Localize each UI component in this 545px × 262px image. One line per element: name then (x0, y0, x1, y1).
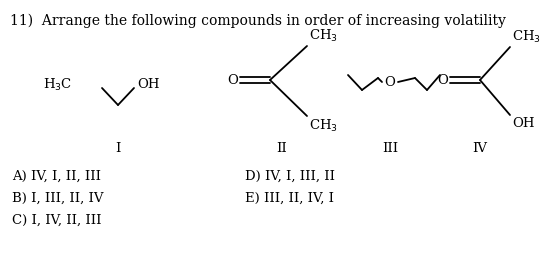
Text: E) III, II, IV, I: E) III, II, IV, I (245, 192, 334, 205)
Text: D) IV, I, III, II: D) IV, I, III, II (245, 170, 335, 183)
Text: CH$_3$: CH$_3$ (309, 118, 338, 134)
Text: O: O (227, 74, 238, 86)
Text: C) I, IV, II, III: C) I, IV, II, III (12, 214, 101, 227)
Text: O: O (437, 74, 448, 86)
Text: CH$_3$: CH$_3$ (512, 29, 541, 45)
Text: B) I, III, II, IV: B) I, III, II, IV (12, 192, 104, 205)
Text: IV: IV (473, 141, 487, 155)
Text: O: O (385, 75, 396, 89)
Text: OH: OH (512, 117, 535, 130)
Text: 11)  Arrange the following compounds in order of increasing volatility: 11) Arrange the following compounds in o… (10, 14, 506, 28)
Text: CH$_3$: CH$_3$ (309, 28, 338, 44)
Text: III: III (382, 141, 398, 155)
Text: II: II (277, 141, 287, 155)
Text: H$_3$C: H$_3$C (43, 77, 72, 93)
Text: A) IV, I, II, III: A) IV, I, II, III (12, 170, 101, 183)
Text: I: I (116, 141, 120, 155)
Text: OH: OH (137, 78, 160, 90)
